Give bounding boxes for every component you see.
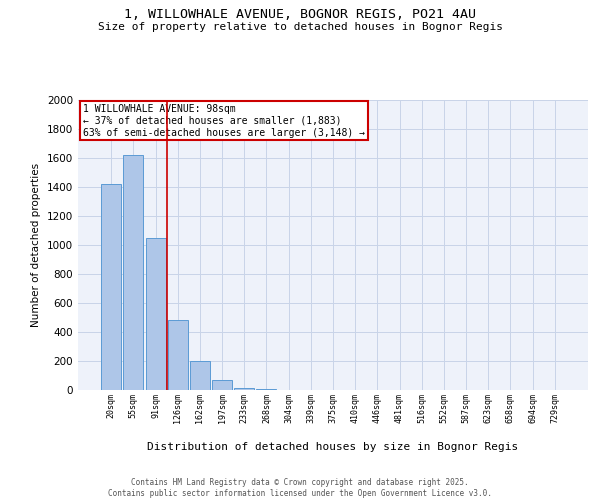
- Text: 1 WILLOWHALE AVENUE: 98sqm
← 37% of detached houses are smaller (1,883)
63% of s: 1 WILLOWHALE AVENUE: 98sqm ← 37% of deta…: [83, 104, 365, 138]
- Text: Distribution of detached houses by size in Bognor Regis: Distribution of detached houses by size …: [148, 442, 518, 452]
- Bar: [124, 155, 143, 390]
- Bar: [101, 184, 121, 390]
- Y-axis label: Number of detached properties: Number of detached properties: [31, 163, 41, 327]
- Text: Contains HM Land Registry data © Crown copyright and database right 2025.
Contai: Contains HM Land Registry data © Crown c…: [108, 478, 492, 498]
- Bar: [234, 388, 254, 390]
- Text: Size of property relative to detached houses in Bognor Regis: Size of property relative to detached ho…: [97, 22, 503, 32]
- Text: 1, WILLOWHALE AVENUE, BOGNOR REGIS, PO21 4AU: 1, WILLOWHALE AVENUE, BOGNOR REGIS, PO21…: [124, 8, 476, 20]
- Bar: [168, 320, 188, 390]
- Bar: [212, 380, 232, 390]
- Bar: [146, 238, 166, 390]
- Bar: [190, 361, 210, 390]
